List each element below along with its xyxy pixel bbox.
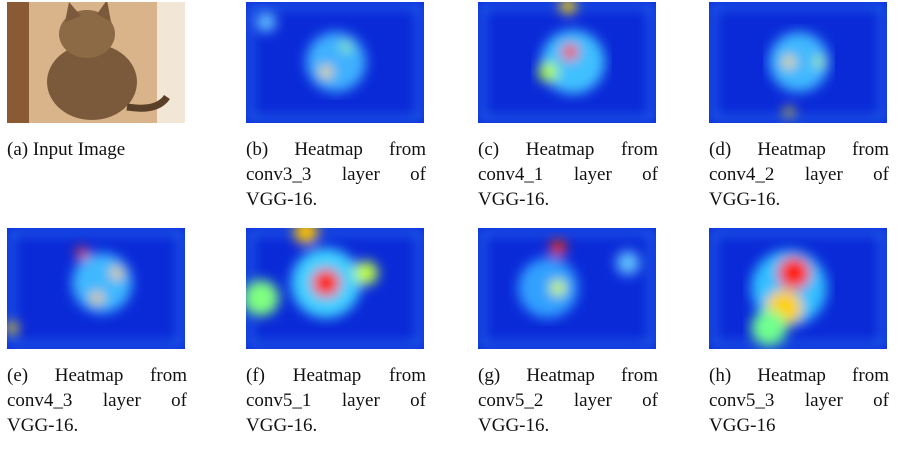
caption: (d) Heatmap from conv4_2 layer of VGG-16… [709, 139, 889, 210]
panel: (h) Heatmap from conv5_3 layer of VGG-16 [709, 228, 889, 438]
panel: (d) Heatmap from conv4_2 layer of VGG-16… [709, 2, 889, 212]
heatmap-image [246, 2, 424, 123]
heatmap-image [709, 228, 887, 349]
caption: (c) Heatmap from conv4_1 layer of VGG-16… [478, 139, 658, 210]
caption: (f) Heatmap from conv5_1 layer of VGG-16… [246, 365, 426, 436]
panel: (e) Heatmap from conv4_3 layer of VGG-16… [7, 228, 187, 438]
heatmap-image [7, 228, 185, 349]
caption: (b) Heatmap from conv3_3 layer of VGG-16… [246, 139, 426, 210]
heatmap-image [478, 228, 656, 349]
input-image [7, 2, 185, 123]
heatmap-image [246, 228, 424, 349]
panel: (g) Heatmap from conv5_2 layer of VGG-16… [478, 228, 658, 438]
caption: (a) Input Image [7, 139, 126, 160]
caption: (h) Heatmap from conv5_3 layer of VGG-16 [709, 365, 889, 436]
heatmap-image [478, 2, 656, 123]
heatmap-image [709, 2, 887, 123]
panel: (b) Heatmap from conv3_3 layer of VGG-16… [246, 2, 426, 212]
panel: (f) Heatmap from conv5_1 layer of VGG-16… [246, 228, 426, 438]
caption: (e) Heatmap from conv4_3 layer of VGG-16… [7, 365, 187, 436]
panel: (a) Input Image [7, 2, 187, 162]
caption: (g) Heatmap from conv5_2 layer of VGG-16… [478, 365, 658, 436]
panel: (c) Heatmap from conv4_1 layer of VGG-16… [478, 2, 658, 212]
